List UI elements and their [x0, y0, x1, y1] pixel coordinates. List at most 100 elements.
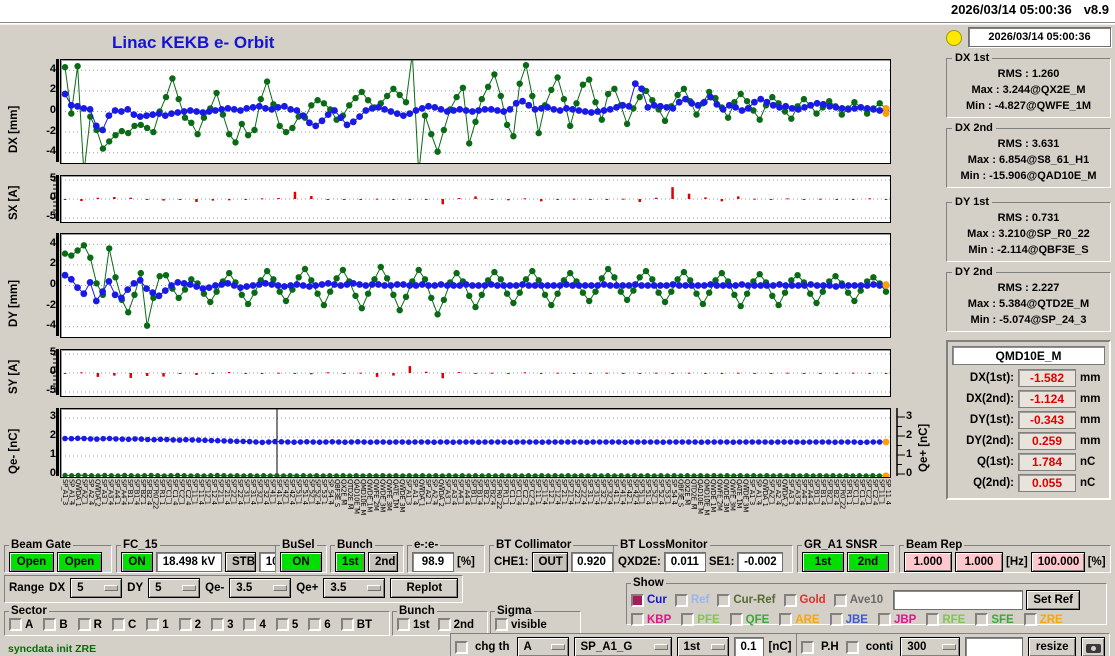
checkbox-zre[interactable]: [1023, 613, 1037, 626]
bt-collimator-state-button[interactable]: OUT: [531, 552, 568, 572]
panel-range: Range DX 5 DY 5 Qe- 3.5: [4, 575, 464, 603]
beam-rep-field-1[interactable]: 1.000: [904, 552, 952, 572]
stats-group-dx-2nd: DX 2nd RMS : 3.631 Max : 6.854@S8_61_H1 …: [946, 122, 1111, 188]
stats-dy1-rms: RMS : 0.731: [997, 212, 1060, 224]
snsr-2nd-button[interactable]: 2nd: [847, 552, 889, 572]
checkbox-b[interactable]: [43, 618, 57, 631]
checkbox-cur[interactable]: [631, 593, 644, 607]
chg-th-checkbox[interactable]: [455, 640, 468, 654]
checkbox-ref[interactable]: [674, 593, 688, 607]
x-tick-label: SP_B2_1: [482, 479, 491, 505]
footer-threshold-field[interactable]: 0.1: [733, 637, 764, 656]
ph-checkbox[interactable]: [801, 640, 814, 654]
snsr-1st-button[interactable]: 1st: [802, 552, 844, 572]
checkbox-qfe[interactable]: [729, 613, 743, 626]
checkbox-4[interactable]: [243, 618, 257, 631]
x-tick-label: SP_12_4: [210, 479, 218, 505]
plot-qe-svg: [61, 409, 890, 477]
checkbox-3[interactable]: [211, 618, 225, 631]
checkbox-2[interactable]: [178, 618, 192, 631]
checkbox-2nd[interactable]: [437, 618, 451, 631]
checkbox-jbp[interactable]: [877, 613, 891, 626]
plot-qe[interactable]: Qe- [nC] 3 2 1 0 3 2: [8, 408, 930, 479]
replot-button[interactable]: Replot: [390, 578, 459, 598]
loss-qxd2e-field[interactable]: 0.011: [663, 552, 706, 572]
checkbox-1st[interactable]: [397, 618, 410, 631]
plot-qe-right-ytick-2: 2: [906, 429, 913, 441]
checkbox-jbe[interactable]: [829, 613, 843, 626]
checkbox-are[interactable]: [779, 613, 793, 626]
x-tick-label: SP_A4_4: [119, 479, 128, 505]
beam-gate-button-1[interactable]: Open: [9, 552, 54, 572]
legend-gr-a1-snsr: GR_A1 SNSR: [804, 539, 878, 551]
panel-footer-right: P.H conti 300 resize: [796, 633, 1111, 656]
plot-dy-ytick-m4: -4: [46, 319, 56, 331]
fc15-stb-button[interactable]: STB: [225, 552, 256, 572]
footer-bpm-select[interactable]: SP_A1_G: [573, 637, 672, 656]
app-version: v8.9: [1083, 2, 1109, 17]
beam-rep-pct-unit: [%]: [1087, 556, 1106, 568]
resize-button[interactable]: resize: [1028, 637, 1077, 656]
beam-rep-field-2[interactable]: 1.000: [955, 552, 1003, 572]
checkbox-c[interactable]: [111, 618, 125, 631]
x-tick-label: SP_A2_1: [767, 479, 776, 505]
checkbox-r[interactable]: [77, 618, 91, 631]
bunch-2nd-button[interactable]: 2nd: [368, 552, 398, 572]
conti-checkbox[interactable]: [845, 640, 859, 654]
checkbox-sfe[interactable]: [975, 613, 989, 626]
beam-rep-field-3[interactable]: 100.000: [1030, 552, 1085, 572]
checkbox-gold[interactable]: [783, 593, 797, 607]
set-ref-button[interactable]: Set Ref: [1026, 590, 1081, 610]
plot-qe-right-ytick-3: 3: [906, 410, 913, 422]
checkbox-kbp[interactable]: [631, 613, 644, 626]
plot-sx[interactable]: SX [A] 5 0 -5: [8, 173, 891, 223]
stats-dy2-max: Max : 5.384@QTD2E_M: [967, 298, 1090, 310]
top-status-strip: 2026/03/14 05:00:36 v8.9: [0, 0, 1115, 22]
footer-bunch-select[interactable]: 1st: [676, 637, 729, 656]
checkbox-a[interactable]: [9, 618, 22, 631]
x-tick-label: QWDE_3M: [398, 479, 406, 512]
checkbox-5[interactable]: [275, 618, 289, 631]
x-tick-label: SP_A1_3: [747, 479, 756, 505]
checkbox-pfe[interactable]: [681, 613, 695, 626]
checkbox-6[interactable]: [308, 618, 322, 631]
x-tick-label: SP_11_1: [534, 479, 543, 505]
x-tick-label: SP_53_1: [663, 479, 672, 505]
range-qem-select[interactable]: 3.5: [229, 578, 292, 598]
bunch-1st-button[interactable]: 1st: [335, 552, 365, 572]
range-qep-select[interactable]: 3.5: [323, 578, 386, 598]
plot-sy[interactable]: SY [A] 5 0 -5: [8, 347, 891, 397]
footer-count-select[interactable]: 300: [900, 637, 961, 656]
bpm-row-q1: Q(1st): 1.784 nC: [952, 452, 1105, 471]
x-tick-label: SP_32_1: [598, 479, 607, 505]
footer-sector-select[interactable]: A: [516, 637, 569, 656]
range-dy-select[interactable]: 5: [148, 578, 201, 598]
loss-se1-field[interactable]: -0.002: [737, 552, 784, 572]
ref-input[interactable]: [893, 590, 1024, 610]
range-dx-select[interactable]: 5: [70, 578, 123, 598]
checkbox-rfe[interactable]: [926, 613, 940, 626]
plot-dy-svg: [61, 242, 890, 329]
ee-value-field[interactable]: 98.9: [412, 552, 454, 572]
panel-footer-left: chg th A SP_A1_G 1st 0.1 [nC]: [450, 633, 797, 656]
camera-icon[interactable]: [1081, 637, 1106, 656]
panel-show: Show Cur Ref Cur-Ref Gold Ave10 Set Ref KBP PF…: [626, 577, 1107, 626]
checkbox-1[interactable]: [146, 618, 160, 631]
fc15-on-button[interactable]: ON: [121, 552, 153, 572]
beam-gate-button-2[interactable]: Open: [57, 552, 102, 572]
stats-legend-dx-2nd: DX 2nd: [955, 122, 993, 134]
busel-on-button[interactable]: ON: [280, 552, 322, 572]
plot-dx[interactable]: DX [mm] 4 2 0 -2 -4: [8, 59, 891, 164]
footer-text-field[interactable]: [965, 637, 1024, 656]
checkbox-visible[interactable]: [495, 618, 508, 631]
fc15-voltage-field[interactable]: 18.498 kV: [156, 552, 222, 572]
plot-qe-axisbar: [56, 408, 59, 476]
checkbox-bt[interactable]: [340, 618, 354, 631]
footer-bpm-value: SP_A1_G: [580, 641, 633, 653]
bt-collimator-value-field[interactable]: 0.920: [570, 552, 613, 572]
x-tick-label: SP_21_1: [216, 479, 225, 505]
plot-dy[interactable]: DY [mm] 4 2 0 -2 -4: [8, 233, 891, 338]
checkbox-cur-ref[interactable]: [717, 593, 731, 607]
checkbox-ave10[interactable]: [833, 593, 847, 607]
stats-dx2-max: Max : 6.854@S8_61_H1: [967, 154, 1090, 166]
